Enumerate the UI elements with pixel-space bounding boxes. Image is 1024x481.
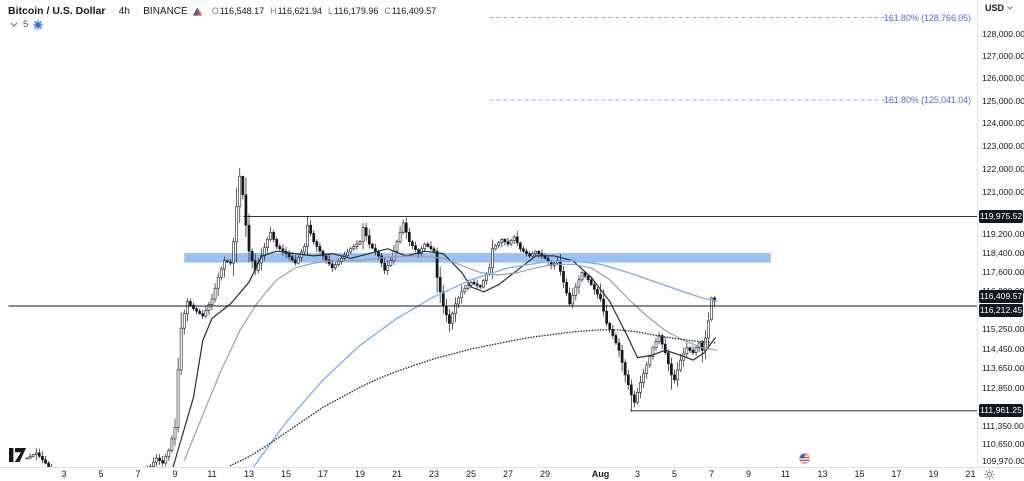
currency-chevron-icon xyxy=(1007,6,1013,10)
price-axis-label: 113,650.00 xyxy=(982,363,1024,374)
economic-event-icon[interactable] xyxy=(798,451,810,469)
open-label: O xyxy=(211,6,219,16)
price-axis-label: 123,000.00 xyxy=(982,140,1024,151)
open-value: 116,548.17 xyxy=(219,6,265,16)
price-label-badge: 111,961.25 xyxy=(979,404,1023,418)
settings-icon[interactable] xyxy=(33,20,43,30)
time-axis-label: 9 xyxy=(172,469,178,479)
price-axis-label: 110,650.00 xyxy=(982,438,1024,449)
price-axis-label: 128,000.00 xyxy=(982,28,1024,39)
price-axis-label: 111,350.00 xyxy=(982,420,1024,431)
price-axis-label: 121,000.00 xyxy=(982,187,1024,197)
price-axis-label: 124,000.00 xyxy=(982,118,1024,129)
price-axis-label: 119,200.00 xyxy=(982,229,1024,240)
price-axis-label: 115,250.00 xyxy=(982,323,1024,334)
axis-settings-gear-icon[interactable] xyxy=(984,469,995,481)
time-axis-label: Aug xyxy=(591,469,610,479)
ohlc-readout: O 116,548.17 H 116,621.94 L 116,179.96 C 116… xyxy=(212,6,437,16)
price-axis[interactable]: USD 128,000.00 127,000.00 126,000.00 125,00… xyxy=(977,0,1024,467)
symbol-legend[interactable]: Bitcoin / U.S. Dollar · 4h · BINANCE O 11… xyxy=(8,5,436,17)
time-axis-label: 9 xyxy=(745,469,751,479)
currency-selector[interactable]: USD xyxy=(985,3,1013,13)
time-axis-label: 19 xyxy=(354,469,365,479)
candlestick-chart[interactable] xyxy=(0,0,977,467)
time-axis-label: 21 xyxy=(391,469,402,479)
high-value: 116,621.94 xyxy=(277,6,322,16)
time-axis-label: 7 xyxy=(708,469,714,479)
chart-pane[interactable]: Bitcoin / U.S. Dollar · 4h · BINANCE O 11… xyxy=(0,0,977,467)
time-axis-label: 15 xyxy=(854,469,865,479)
high-label: H xyxy=(270,6,277,16)
tradingview-logo[interactable] xyxy=(9,448,27,467)
time-axis-label: 29 xyxy=(539,469,550,479)
price-axis-label: 122,000.00 xyxy=(982,163,1024,174)
price-axis-label: 118,400.00 xyxy=(982,248,1024,259)
time-axis-label: 13 xyxy=(243,469,254,479)
price-label-badge: 116,409.57 xyxy=(979,289,1023,303)
ma-mid-gray[interactable] xyxy=(183,255,718,462)
time-axis-label: 11 xyxy=(207,469,217,479)
time-axis-label: 17 xyxy=(891,469,902,479)
time-axis-label: 27 xyxy=(502,469,513,479)
time-axis-label: 25 xyxy=(465,469,476,479)
close-value: 116,409.57 xyxy=(391,6,437,16)
time-axis-label: 3 xyxy=(634,469,640,479)
time-axis-label: 5 xyxy=(98,469,104,479)
time-axis-label: 23 xyxy=(428,469,439,479)
price-axis-label: 109,970.00 xyxy=(982,455,1024,466)
currency-label: USD xyxy=(985,3,1005,13)
candles-layer xyxy=(25,168,716,467)
time-axis-label: 19 xyxy=(928,469,939,479)
time-axis-label: 17 xyxy=(317,469,328,479)
price-axis-label: 112,850.00 xyxy=(982,383,1024,394)
time-axis-label: 7 xyxy=(135,469,141,479)
symbol-title[interactable]: Bitcoin / U.S. Dollar xyxy=(8,5,106,17)
time-axis[interactable]: 3 5 7 9 11 13 15 17 19 21 23 25 27 29 Aug 3 5 7 9 11 13 15 17 1… xyxy=(0,467,1024,481)
ma-dotted[interactable] xyxy=(229,329,718,467)
close-label: C xyxy=(384,6,391,16)
ma-fast-black[interactable] xyxy=(166,248,716,467)
time-axis-label: 15 xyxy=(280,469,291,479)
supply-zone[interactable] xyxy=(184,253,771,263)
time-axis-label: 21 xyxy=(965,469,976,479)
price-axis-label: 127,000.00 xyxy=(982,50,1024,61)
fib-level-label[interactable]: 161.80% (125,041.04) xyxy=(883,95,971,106)
legend-marker-icon xyxy=(192,6,203,17)
price-axis-label: 126,000.00 xyxy=(982,73,1024,84)
legend-controls[interactable]: 5 xyxy=(10,19,43,30)
time-axis-label: 11 xyxy=(780,469,791,479)
price-axis-label: 125,000.00 xyxy=(982,95,1024,106)
interval-label[interactable]: 4h xyxy=(118,5,130,17)
separator-dot: · xyxy=(110,5,114,17)
fib-level-label[interactable]: 161.80% (128,766.05) xyxy=(883,12,971,23)
price-label-badge: 116,212.45 xyxy=(979,303,1023,317)
time-axis-label: 13 xyxy=(817,469,828,479)
exchange-label[interactable]: BINANCE xyxy=(143,5,188,17)
time-axis-label: 5 xyxy=(671,469,677,479)
separator-dot: · xyxy=(134,5,139,17)
price-axis-label: 114,450.00 xyxy=(982,343,1024,354)
price-label-badge: 119,975.52 xyxy=(979,209,1023,223)
low-value: 116,179.96 xyxy=(334,6,379,16)
chevron-down-icon[interactable] xyxy=(10,22,18,27)
low-label: L xyxy=(328,6,334,16)
indicator-count[interactable]: 5 xyxy=(23,19,29,30)
price-axis-label: 117,600.00 xyxy=(982,267,1024,278)
time-axis-label: 3 xyxy=(61,469,67,479)
ma-slow-blue[interactable] xyxy=(212,260,718,467)
